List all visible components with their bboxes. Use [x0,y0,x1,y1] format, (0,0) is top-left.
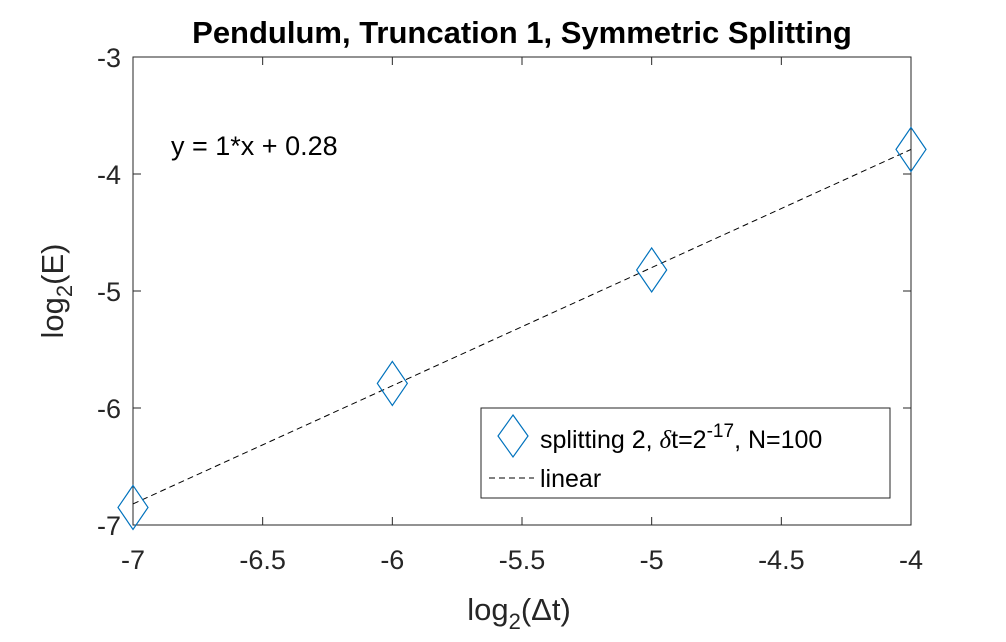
x-tick-label: -5 [640,545,664,575]
x-tick-label: -6 [380,545,404,575]
x-tick-label: -6.5 [239,545,286,575]
linear-fit-line [132,148,912,505]
y-axis-label: log2(E) [35,244,77,339]
data-point-diamond [895,126,927,173]
legend-entry-linear: linear [540,465,601,493]
y-tick-label: -3 [97,43,121,73]
legend: splitting 2, δt=2-17, N=100 linear [480,407,891,499]
x-tick-label: -4 [899,545,923,575]
x-tick-label: -4.5 [758,545,805,575]
legend-marker-diamond [497,413,529,459]
fit-annotation: y = 1*x + 0.28 [171,131,338,161]
y-tick-label: -4 [97,160,121,190]
x-axis: -7 -6.5 -6 -5.5 -5 -4.5 -4 [121,57,923,575]
legend-entry-splitting: splitting 2, δt=2-17, N=100 [540,421,822,454]
x-tick-label: -5.5 [499,545,546,575]
x-axis-label-subscript: 2 [509,609,521,634]
data-point-diamond [117,484,149,531]
y-tick-label: -6 [97,394,121,424]
y-tick-label: -7 [97,511,121,541]
data-point-diamond [635,246,668,294]
y-axis-label-subscript: 2 [52,285,77,297]
legend-box [480,407,891,499]
data-point-diamond [376,360,409,407]
chart-title: Pendulum, Truncation 1, Symmetric Splitt… [192,15,852,50]
y-tick-label: -5 [97,277,121,307]
x-axis-label: log2(Δt) [467,592,571,634]
x-tick-label: -7 [121,545,145,575]
y-axis: -7 -6 -5 -4 -3 [97,43,911,541]
series-layer [117,126,927,531]
